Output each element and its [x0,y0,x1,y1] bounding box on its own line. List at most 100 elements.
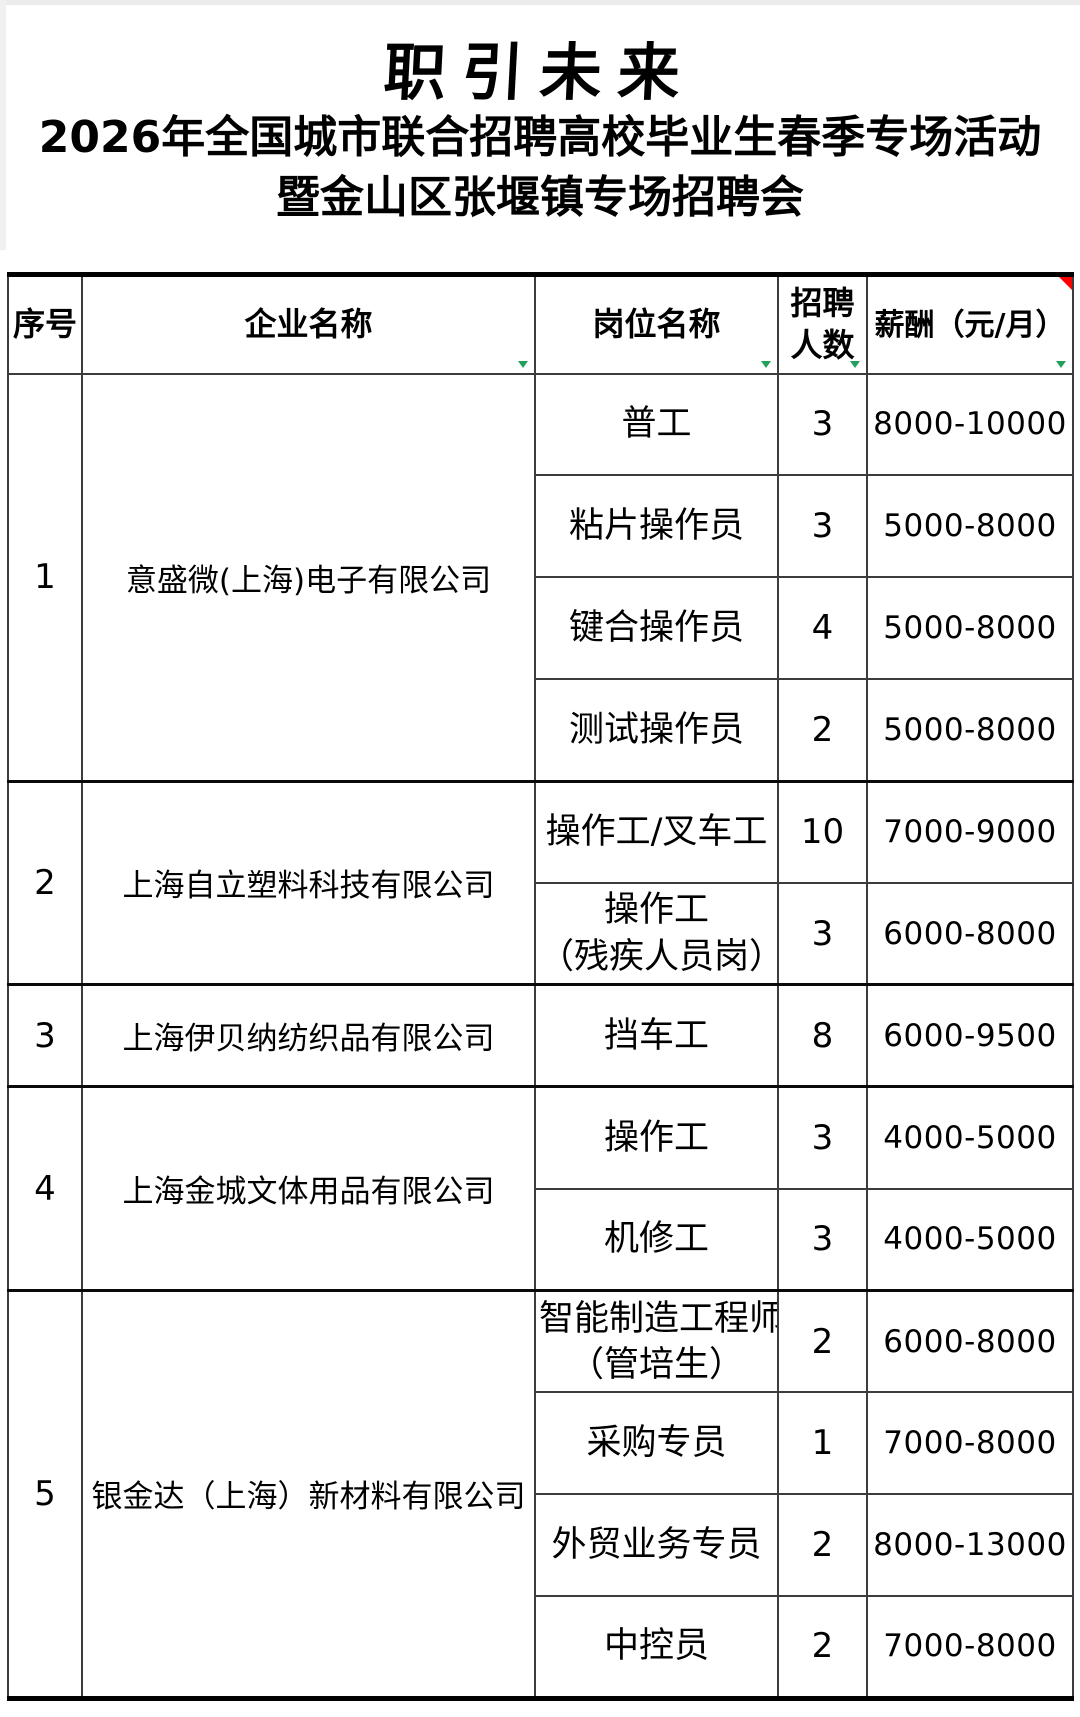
column-header-headcount[interactable]: 招聘人数 [777,273,868,375]
calligraphy-slogan: 职引未来 [381,36,698,109]
job-title-line: （管培生） [568,1344,744,1385]
page-left-edge [0,0,6,250]
job-row: 1 意盛微(上海)电子有限公司 普工 3 8000-10000 [7,372,1074,783]
headcount-cell[interactable]: 3 [777,372,868,477]
job-title-line: 机修工 [603,1219,709,1260]
job-title-cell[interactable]: 智能制造工程师 （管培生） [534,1289,779,1394]
headcount-cell[interactable]: 1 [777,1391,868,1496]
headcount-cell[interactable]: 3 [777,1187,868,1292]
job-row: 外贸业务专员 2 8000-13000 [8,1493,1074,1598]
company-name-cell[interactable]: 上海伊贝纳纺织品有限公司 [81,983,536,1088]
salary-cell[interactable]: 8000-10000 [866,372,1074,477]
salary-cell[interactable]: 7000-8000 [866,1391,1074,1496]
job-title-cell[interactable]: 粘片操作员 [534,474,779,579]
job-row: 粘片操作员 3 5000-8000 [8,474,1074,579]
job-title-cell[interactable]: 挡车工 [534,983,779,1088]
job-row: 采购专员 1 7000-8000 [8,1391,1074,1496]
serial-cell[interactable]: 2 [7,779,83,986]
salary-cell[interactable]: 5000-8000 [866,576,1074,681]
job-title-line: 中控员 [603,1626,709,1667]
job-title-line: 粘片操作员 [568,506,744,547]
filter-dropdown-icon[interactable] [518,360,528,368]
salary-cell[interactable]: 4000-5000 [866,1187,1074,1292]
salary-cell[interactable]: 6000-8000 [866,1289,1074,1394]
salary-cell[interactable]: 7000-9000 [866,779,1074,884]
job-row: 操作工 （残疾人员岗） 3 6000-8000 [8,881,1074,986]
headcount-cell[interactable]: 8 [777,983,868,1088]
page-title-line2: 暨金山区张堰镇专场招聘会 [276,172,804,223]
job-title-line: 挡车工 [603,1015,709,1056]
serial-cell[interactable]: 5 [7,1289,83,1700]
job-title-line: 采购专员 [586,1423,727,1464]
column-header-company[interactable]: 企业名称 [81,273,536,375]
headcount-cell[interactable]: 3 [777,1085,868,1190]
company-name-cell[interactable]: 意盛微(上海)电子有限公司 [81,372,536,783]
job-title-cell[interactable]: 采购专员 [534,1391,779,1496]
job-title-cell[interactable]: 操作工 [534,1085,779,1190]
job-title-cell[interactable]: 普工 [534,372,779,477]
serial-cell[interactable]: 4 [7,1085,83,1292]
headcount-cell[interactable]: 2 [777,1595,868,1700]
headcount-cell[interactable]: 2 [777,678,868,783]
serial-cell[interactable]: 3 [7,983,83,1088]
filter-dropdown-icon[interactable] [761,360,771,368]
salary-cell[interactable]: 6000-9500 [866,983,1074,1088]
job-title-cell[interactable]: 操作工 （残疾人员岗） [534,881,779,986]
comment-marker-icon [1059,277,1071,290]
column-header-label: 薪酬（元/月） [874,307,1066,343]
table-header-row: 序号 企业名称 岗位名称 招聘人数 薪酬（元/月） [7,273,1074,375]
job-title-line: 操作工 [603,890,709,931]
job-row: 3 上海伊贝纳纺织品有限公司 挡车工 8 6000-9500 [7,983,1074,1088]
job-row: 中控员 2 7000-8000 [8,1595,1074,1700]
column-header-label: 岗位名称 [592,304,721,343]
job-title-line: 操作工 [603,1117,709,1158]
column-header-label: 序号 [12,304,77,343]
job-title-cell[interactable]: 机修工 [534,1187,779,1292]
salary-cell[interactable]: 5000-8000 [866,678,1074,783]
job-title-line: （残疾人员岗） [539,936,778,977]
filter-dropdown-icon[interactable] [1056,360,1066,368]
job-row: 测试操作员 2 5000-8000 [8,678,1074,783]
headcount-cell[interactable]: 2 [777,1289,868,1394]
column-header-serial[interactable]: 序号 [7,273,83,375]
column-header-label: 招聘人数 [790,284,855,364]
serial-cell[interactable]: 1 [7,372,83,783]
salary-cell[interactable]: 4000-5000 [866,1085,1074,1190]
company-name-cell[interactable]: 银金达（上海）新材料有限公司 [81,1289,536,1700]
salary-cell[interactable]: 7000-8000 [866,1595,1074,1700]
job-title-line: 智能制造工程师 [539,1298,778,1339]
job-title-cell[interactable]: 操作工/叉车工 [534,779,779,884]
page-title-line1: 2026年全国城市联合招聘高校毕业生春季专场活动 [38,112,1042,163]
job-title-line: 普工 [621,404,692,445]
column-header-position[interactable]: 岗位名称 [534,273,779,375]
page-top-edge [0,0,1080,5]
headcount-cell[interactable]: 3 [777,474,868,579]
job-row: 5 银金达（上海）新材料有限公司 智能制造工程师 （管培生） 2 6000-8000 [7,1289,1074,1700]
headcount-cell[interactable]: 3 [777,881,868,986]
job-title-cell[interactable]: 外贸业务专员 [534,1493,779,1598]
job-row: 4 上海金城文体用品有限公司 操作工 3 4000-5000 [7,1085,1074,1292]
company-name-cell[interactable]: 上海自立塑料科技有限公司 [81,779,536,986]
column-header-salary[interactable]: 薪酬（元/月） [866,273,1074,375]
filter-dropdown-icon[interactable] [850,360,860,368]
job-title-cell[interactable]: 中控员 [534,1595,779,1700]
headcount-cell[interactable]: 2 [777,1493,868,1598]
job-title-cell[interactable]: 测试操作员 [534,678,779,783]
headcount-cell[interactable]: 10 [777,779,868,884]
salary-cell[interactable]: 8000-13000 [866,1493,1074,1598]
headcount-cell[interactable]: 4 [777,576,868,681]
job-row: 机修工 3 4000-5000 [8,1187,1074,1292]
job-title-line: 外贸业务专员 [551,1525,762,1566]
column-header-label: 企业名称 [244,304,373,343]
job-title-line: 操作工/叉车工 [545,812,768,853]
jobs-table: 序号 企业名称 岗位名称 招聘人数 薪酬（元/月） 1 意盛微(上海)电子有限公司 普工 3 8… [7,272,1074,1701]
job-row: 键合操作员 4 5000-8000 [8,576,1074,681]
job-title-cell[interactable]: 键合操作员 [534,576,779,681]
company-name-cell[interactable]: 上海金城文体用品有限公司 [81,1085,536,1292]
job-title-line: 测试操作员 [568,709,744,750]
salary-cell[interactable]: 6000-8000 [866,881,1074,986]
announcement-header: 职引未来 2026年全国城市联合招聘高校毕业生春季专场活动 暨金山区张堰镇专场招… [0,0,1080,272]
salary-cell[interactable]: 5000-8000 [866,474,1074,579]
job-title-line: 键合操作员 [568,608,744,649]
job-row: 2 上海自立塑料科技有限公司 操作工/叉车工 10 7000-9000 [7,779,1074,986]
